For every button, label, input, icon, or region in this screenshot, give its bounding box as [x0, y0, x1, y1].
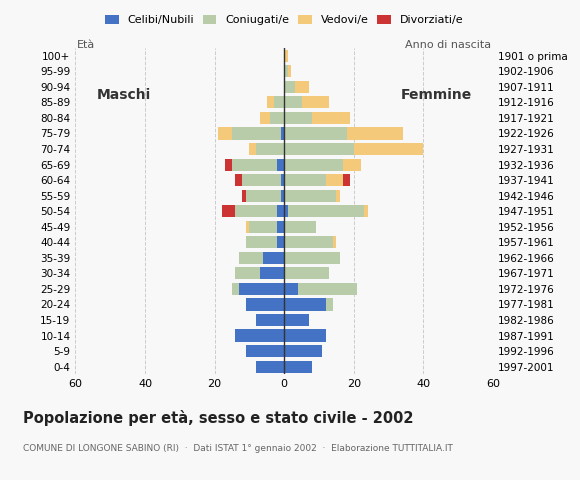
Bar — [284, 252, 340, 264]
Bar — [284, 143, 354, 155]
Bar — [246, 345, 284, 357]
Bar — [326, 299, 333, 311]
Bar — [274, 96, 284, 108]
Bar — [246, 221, 249, 233]
Bar — [232, 283, 239, 295]
Bar — [242, 174, 281, 186]
Bar — [284, 50, 288, 62]
Bar — [256, 360, 284, 372]
Bar — [284, 81, 295, 93]
Bar — [281, 127, 284, 140]
Bar — [364, 205, 368, 217]
Bar — [284, 205, 288, 217]
Bar — [232, 127, 281, 140]
Text: Femmine: Femmine — [401, 88, 472, 102]
Bar — [260, 267, 284, 279]
Text: Anno di nascita: Anno di nascita — [405, 39, 491, 49]
Bar — [281, 174, 284, 186]
Bar — [343, 158, 361, 170]
Bar — [333, 236, 336, 248]
Legend: Celibi/Nubili, Coniugati/e, Vedovi/e, Divorziati/e: Celibi/Nubili, Coniugati/e, Vedovi/e, Di… — [101, 11, 467, 30]
Bar — [284, 314, 309, 326]
Bar — [218, 127, 232, 140]
Bar — [249, 221, 277, 233]
Bar — [256, 314, 284, 326]
Bar — [249, 143, 256, 155]
Text: Maschi: Maschi — [96, 88, 151, 102]
Bar — [246, 236, 277, 248]
Bar — [260, 112, 270, 124]
Bar — [284, 65, 288, 77]
Bar — [246, 299, 284, 311]
Bar — [284, 283, 298, 295]
Bar — [235, 329, 284, 342]
Bar — [284, 299, 326, 311]
Bar — [256, 143, 284, 155]
Bar — [336, 190, 340, 202]
Bar — [284, 236, 333, 248]
Bar — [246, 190, 281, 202]
Bar — [284, 190, 336, 202]
Bar — [239, 283, 284, 295]
Bar — [270, 112, 284, 124]
Bar — [225, 158, 232, 170]
Bar — [232, 158, 277, 170]
Bar — [284, 96, 302, 108]
Bar — [277, 221, 284, 233]
Bar — [284, 345, 322, 357]
Bar — [326, 174, 343, 186]
Bar — [235, 174, 242, 186]
Bar — [302, 96, 329, 108]
Bar — [277, 236, 284, 248]
Bar — [284, 267, 329, 279]
Bar — [277, 205, 284, 217]
Bar — [235, 205, 277, 217]
Bar — [354, 143, 423, 155]
Bar — [267, 96, 274, 108]
Bar — [347, 127, 403, 140]
Bar — [263, 252, 284, 264]
Bar — [284, 127, 347, 140]
Text: Età: Età — [77, 39, 95, 49]
Bar — [284, 329, 326, 342]
Bar — [235, 267, 260, 279]
Bar — [281, 190, 284, 202]
Bar — [288, 205, 364, 217]
Bar — [295, 81, 309, 93]
Bar — [239, 252, 263, 264]
Bar — [343, 174, 350, 186]
Bar — [284, 174, 326, 186]
Bar — [242, 190, 246, 202]
Bar — [312, 112, 350, 124]
Bar — [284, 360, 312, 372]
Text: COMUNE DI LONGONE SABINO (RI)  ·  Dati ISTAT 1° gennaio 2002  ·  Elaborazione TU: COMUNE DI LONGONE SABINO (RI) · Dati IST… — [23, 444, 453, 453]
Bar — [284, 112, 312, 124]
Bar — [284, 221, 316, 233]
Text: Popolazione per età, sesso e stato civile - 2002: Popolazione per età, sesso e stato civil… — [23, 410, 414, 426]
Bar — [222, 205, 235, 217]
Bar — [288, 65, 291, 77]
Bar — [284, 158, 343, 170]
Bar — [277, 158, 284, 170]
Bar — [298, 283, 357, 295]
